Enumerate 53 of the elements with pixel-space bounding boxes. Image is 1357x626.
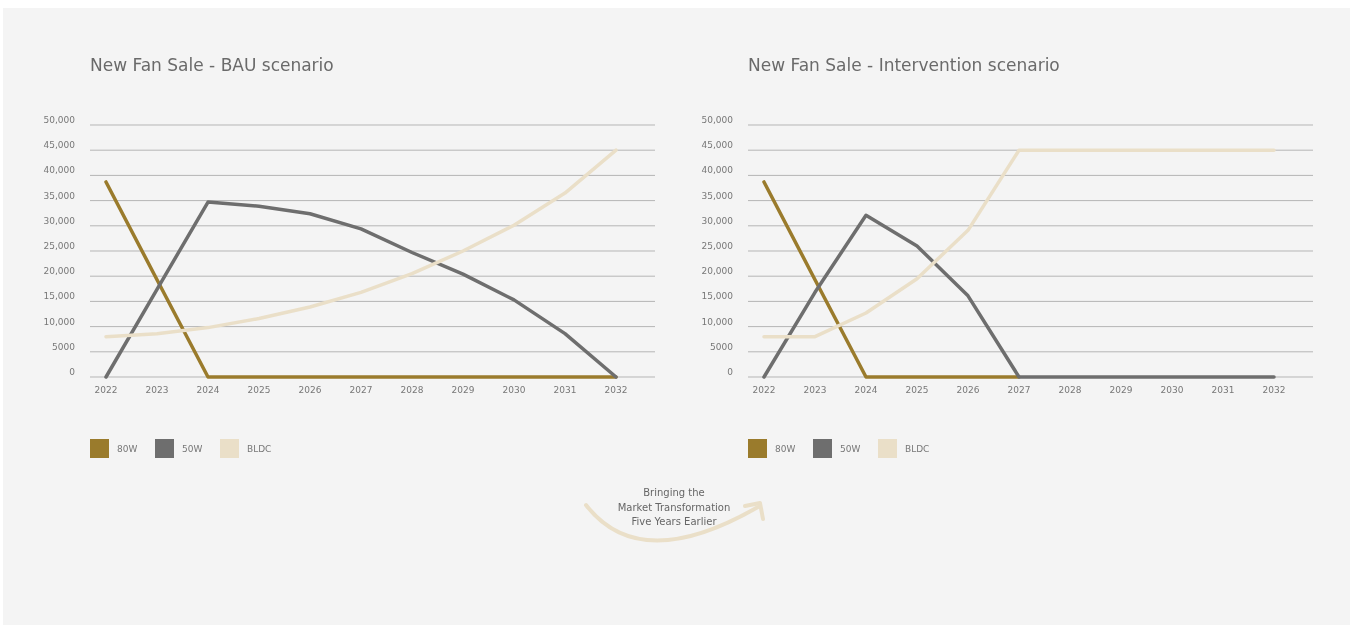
y-tick-label: 35,000 [701,190,734,201]
y-tick-label: 45,000 [701,140,734,151]
y-tick-label: 40,000 [701,165,734,176]
x-tick-label: 2032 [604,385,628,395]
x-tick-label: 2025 [905,385,929,395]
x-tick-label: 2029 [1109,385,1133,395]
x-tick-label: 2023 [145,385,169,395]
x-tick-label: 2027 [1007,385,1031,395]
y-tick-label: 15,000 [43,291,76,302]
y-tick-label: 0 [69,367,76,377]
y-tick-label: 45,000 [43,140,76,151]
y-tick-label: 50,000 [43,115,76,125]
x-tick-label: 2029 [451,385,475,395]
y-tick-label: 30,000 [43,215,76,226]
y-tick-label: 30,000 [701,215,734,226]
legend-label: 50W [182,444,203,454]
x-tick-label: 2028 [1058,385,1082,395]
x-tick-label: 2028 [400,385,424,395]
y-tick-label: 20,000 [43,266,76,277]
chart-title: New Fan Sale - BAU scenario [90,55,334,75]
text: Bringing the Market Transformation Five Years Earlier [617,487,731,527]
y-tick-label: 15,000 [701,291,734,302]
x-tick-label: 2024 [854,385,878,395]
x-tick-label: 2027 [349,385,373,395]
x-tick-label: 2022 [94,385,118,395]
y-tick-label: 5000 [52,341,76,352]
x-tick-label: 2026 [956,385,980,395]
y-tick-label: 0 [727,367,734,377]
x-tick-label: 2031 [1211,385,1235,395]
x-tick-label: 2022 [752,385,776,395]
chart-title: New Fan Sale - Intervention scenario [748,55,1060,75]
x-tick-label: 2030 [1160,385,1184,395]
legend-label: BLDC [905,444,930,454]
legend-label: 80W [117,444,138,454]
y-tick-label: 10,000 [43,316,76,327]
legend-label: 80W [775,444,796,454]
y-tick-label: 20,000 [701,266,734,277]
y-tick-label: 40,000 [43,165,76,176]
y-tick-label: 50,000 [701,115,734,125]
x-tick-label: 2025 [247,385,271,395]
x-tick-label: 2023 [803,385,827,395]
x-tick-label: 2024 [196,385,220,395]
y-tick-label: 25,000 [701,241,734,251]
legend-label: BLDC [247,444,272,454]
legend-label: 50W [840,444,861,454]
x-tick-label: 2026 [298,385,322,395]
y-tick-label: 25,000 [43,241,76,251]
x-tick-label: 2031 [553,385,577,395]
y-tick-label: 35,000 [43,190,76,201]
y-tick-label: 10,000 [701,316,734,327]
y-tick-label: 5000 [710,341,734,352]
x-tick-label: 2032 [1262,385,1286,395]
x-tick-label: 2030 [502,385,526,395]
